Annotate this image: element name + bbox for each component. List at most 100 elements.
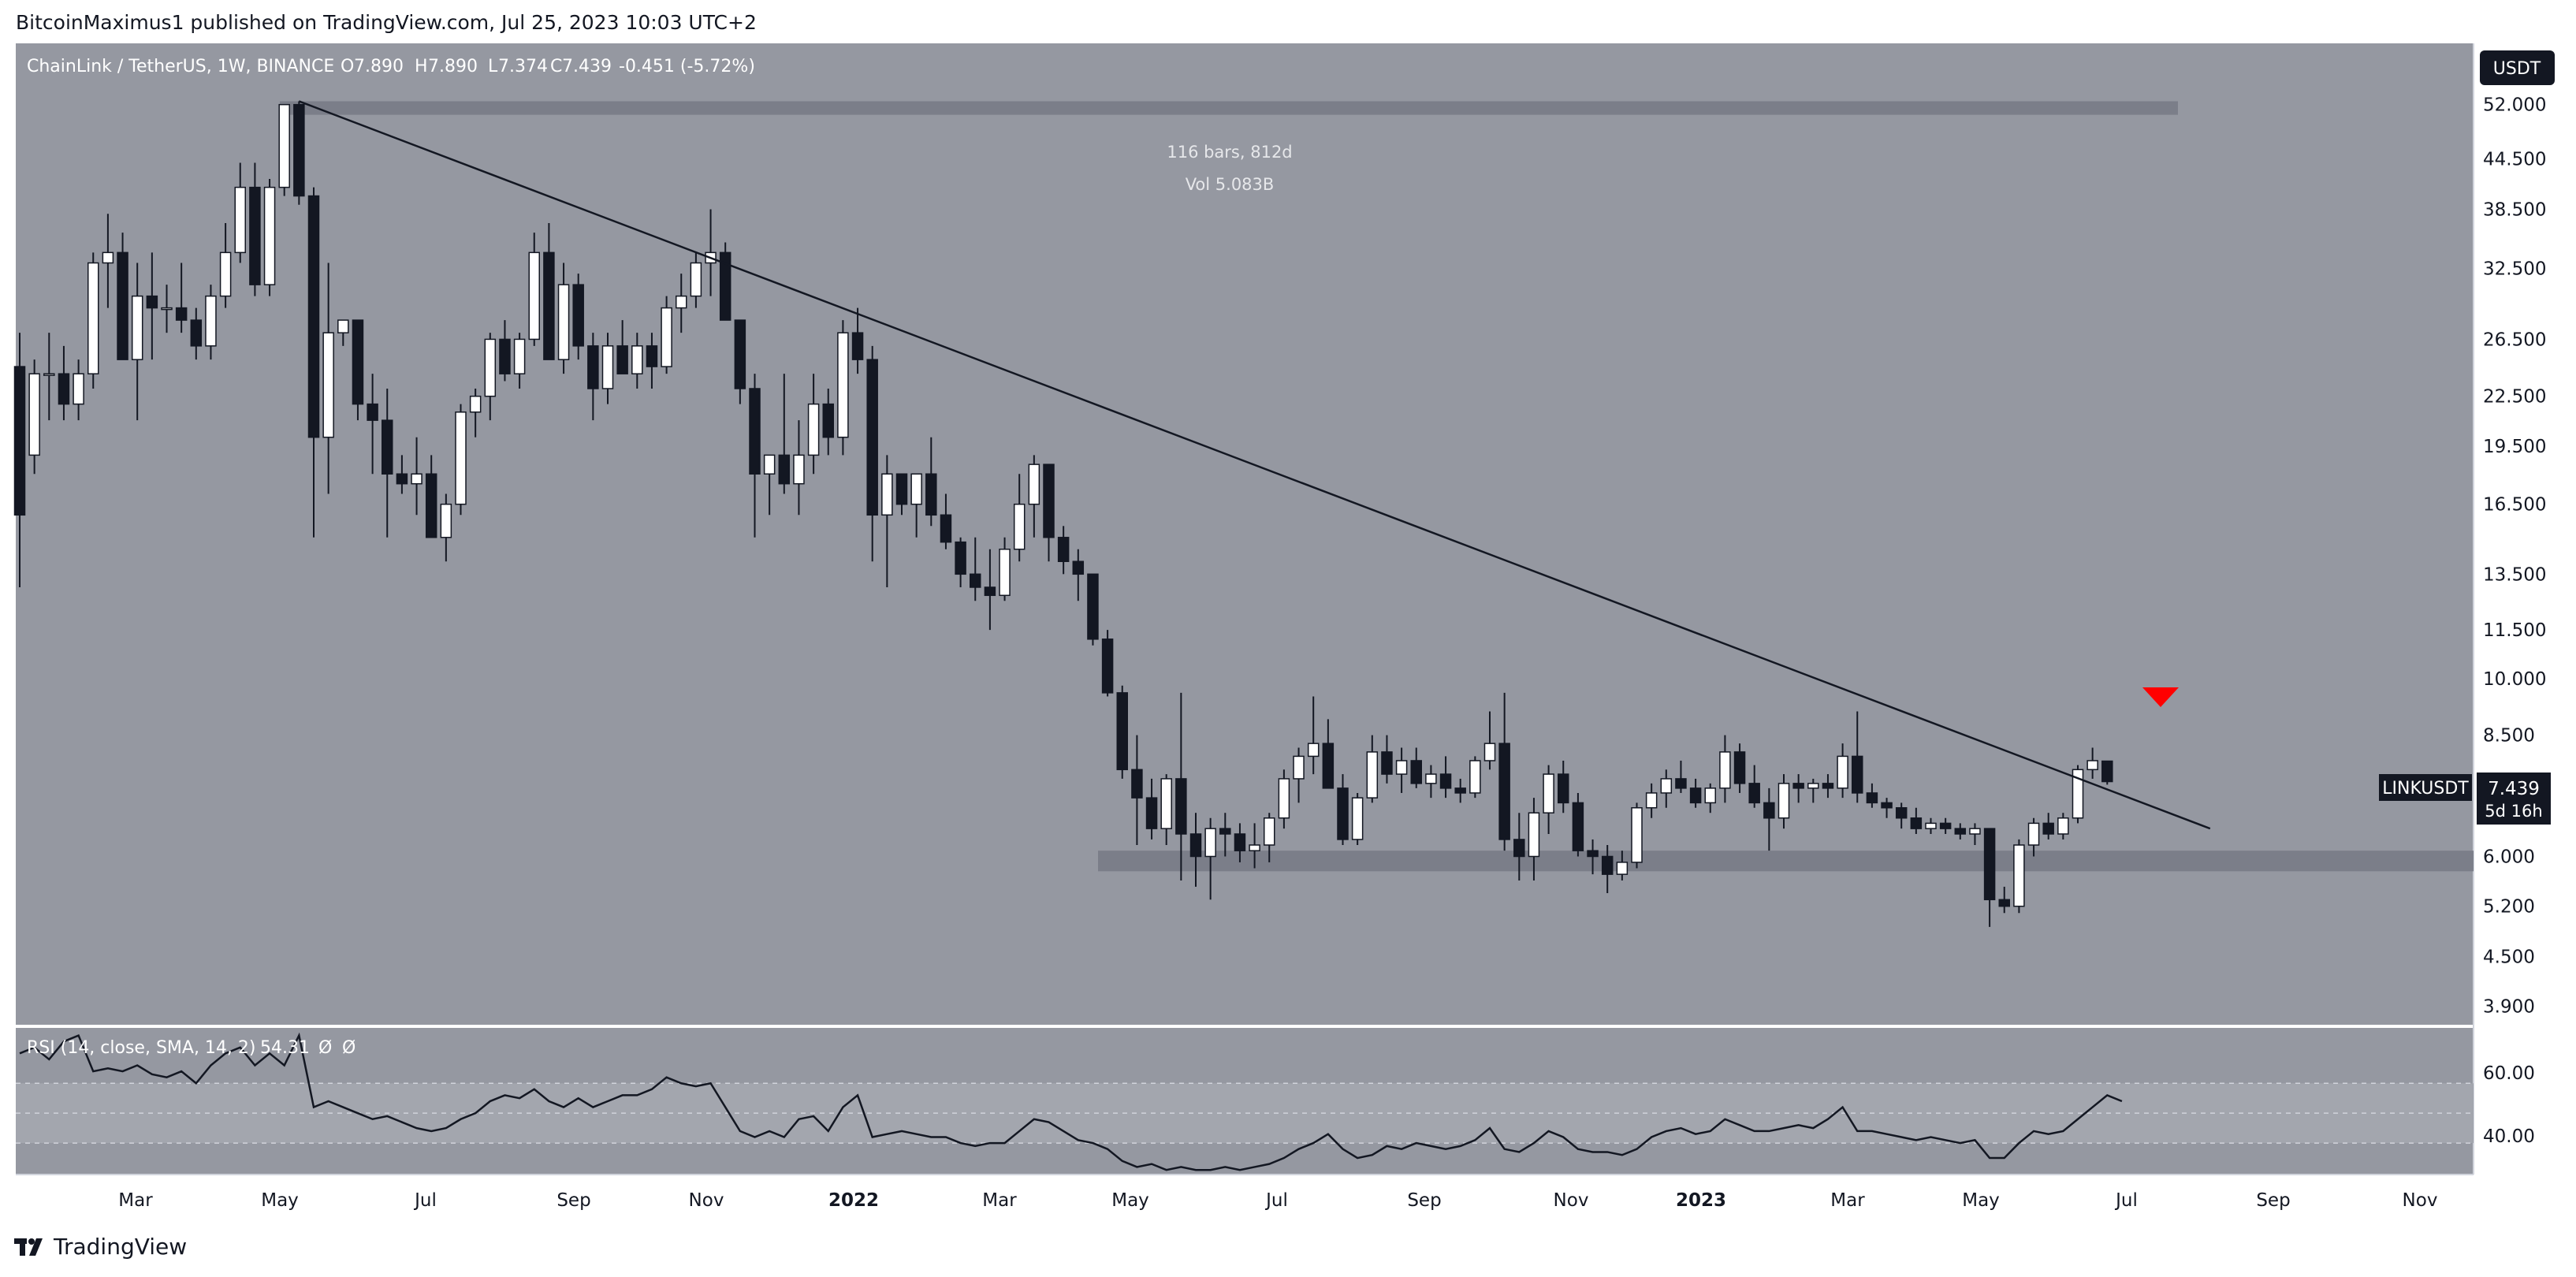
- candle-up: [87, 262, 99, 374]
- candle-up: [1395, 760, 1408, 775]
- symbol-label: LINKUSDT: [2382, 779, 2469, 799]
- time-tick: 2022: [828, 1190, 879, 1211]
- price-tick: 3.900: [2483, 997, 2535, 1018]
- candle-down: [1792, 783, 1804, 789]
- time-tick: Mar: [982, 1190, 1017, 1211]
- time-tick: Nov: [2403, 1190, 2438, 1211]
- candle-up: [999, 549, 1011, 597]
- bearish-arrow-icon: [2142, 687, 2179, 707]
- time-tick: Sep: [2256, 1190, 2290, 1211]
- candle-down: [367, 403, 378, 421]
- candle-up: [690, 262, 702, 297]
- candle-up: [1204, 828, 1216, 858]
- candle-up: [1160, 778, 1172, 829]
- price-ticks: 52.000 44.500 38.500 32.500 26.500 22.500 19.5…: [2483, 95, 2546, 1018]
- candle-up: [807, 403, 820, 456]
- candle-up: [881, 473, 893, 516]
- candle-down: [1175, 778, 1187, 835]
- candle-up: [1249, 844, 1260, 851]
- candle-up: [1925, 822, 1937, 829]
- candle-down: [1939, 822, 1952, 829]
- candle-down: [1601, 855, 1614, 875]
- time-tick: Nov: [1554, 1190, 1589, 1211]
- candle-down: [1087, 573, 1099, 640]
- candle-down: [970, 573, 981, 588]
- candle-up: [73, 373, 84, 405]
- candle-up: [440, 503, 452, 538]
- low-label: L: [488, 57, 498, 76]
- candle-down: [1116, 692, 1128, 771]
- high-value: 7.890: [428, 57, 478, 76]
- candle-down: [396, 473, 408, 485]
- candle-down: [1057, 537, 1070, 562]
- candle-down: [249, 186, 261, 285]
- candle-down: [1189, 833, 1202, 858]
- candle-up: [837, 332, 849, 438]
- candle-up: [631, 345, 643, 374]
- candle-down: [1322, 743, 1335, 789]
- candle-up: [1719, 751, 1731, 789]
- candle-down: [1145, 797, 1158, 829]
- time-tick: Sep: [557, 1190, 590, 1211]
- time-tick: May: [261, 1190, 299, 1211]
- candle-up: [910, 473, 922, 505]
- candle-down: [1043, 464, 1055, 538]
- candle-up: [1969, 828, 1981, 835]
- candle-down: [822, 403, 834, 438]
- candle-down: [1733, 751, 1746, 784]
- candle-up: [484, 338, 497, 397]
- time-ticks: Mar May Jul Sep Nov 2022 Mar May Jul Sep Nov 2023 Ma…: [118, 1190, 2437, 1211]
- candle-down: [307, 195, 320, 438]
- rsi-value: 54.31: [260, 1038, 310, 1058]
- candle-up: [2013, 844, 2025, 907]
- countdown-value: 5d 16h: [2485, 802, 2542, 821]
- time-tick: Jul: [2114, 1190, 2138, 1211]
- candle-down: [1131, 769, 1143, 799]
- candle-up: [219, 251, 232, 297]
- candle-down: [572, 284, 584, 347]
- candle-down: [1983, 828, 1996, 901]
- resistance-zone: [280, 101, 2178, 115]
- candle-up: [2057, 817, 2069, 835]
- candle-up: [1264, 817, 1275, 846]
- candle-down: [382, 419, 393, 475]
- rsi-line: [19, 1032, 2123, 1171]
- candle-up: [557, 284, 570, 360]
- candle-down: [499, 338, 511, 374]
- candle-up: [1528, 812, 1540, 858]
- price-tick: 52.000: [2483, 95, 2546, 116]
- candle-up: [1013, 503, 1026, 550]
- change-value: -0.451 (-5.72%): [619, 57, 755, 76]
- candle-down: [175, 307, 188, 321]
- tradingview-footer[interactable]: TradingView: [14, 1234, 187, 1260]
- candle-up: [102, 251, 114, 264]
- price-axis[interactable]: [2474, 43, 2576, 1175]
- candle-up: [469, 395, 482, 413]
- price-tick: 19.500: [2483, 437, 2546, 457]
- currency-badge[interactable]: [2480, 50, 2555, 85]
- pane-divider[interactable]: [16, 1025, 2474, 1028]
- candle-down: [1072, 560, 1085, 575]
- candle-up: [1543, 773, 1554, 813]
- publisher-header: BitcoinMaximus1 published on TradingView…: [16, 11, 757, 34]
- candle-down: [1763, 802, 1775, 819]
- rsi-extra-2: Ø: [342, 1038, 356, 1058]
- candle-up: [1425, 773, 1437, 784]
- candle-down: [778, 454, 791, 485]
- candle-down: [1748, 783, 1760, 804]
- candle-up: [763, 454, 776, 475]
- candle-down: [1558, 773, 1569, 804]
- rsi-legend: RSI (14, close, SMA, 14, 2) 54.31 Ø Ø: [27, 1038, 356, 1058]
- price-tick: 10.000: [2483, 669, 2546, 690]
- price-tick: 38.500: [2483, 199, 2546, 220]
- descending-trendline[interactable]: [298, 100, 2211, 830]
- candle-down: [1572, 802, 1584, 851]
- candle-up: [455, 411, 467, 505]
- tradingview-logo-icon: [14, 1238, 43, 1256]
- candle-up: [1778, 783, 1790, 819]
- candle-up: [263, 186, 276, 285]
- rsi-bands: [16, 1082, 2474, 1144]
- high-label: H: [415, 57, 428, 76]
- candle-down: [587, 345, 599, 389]
